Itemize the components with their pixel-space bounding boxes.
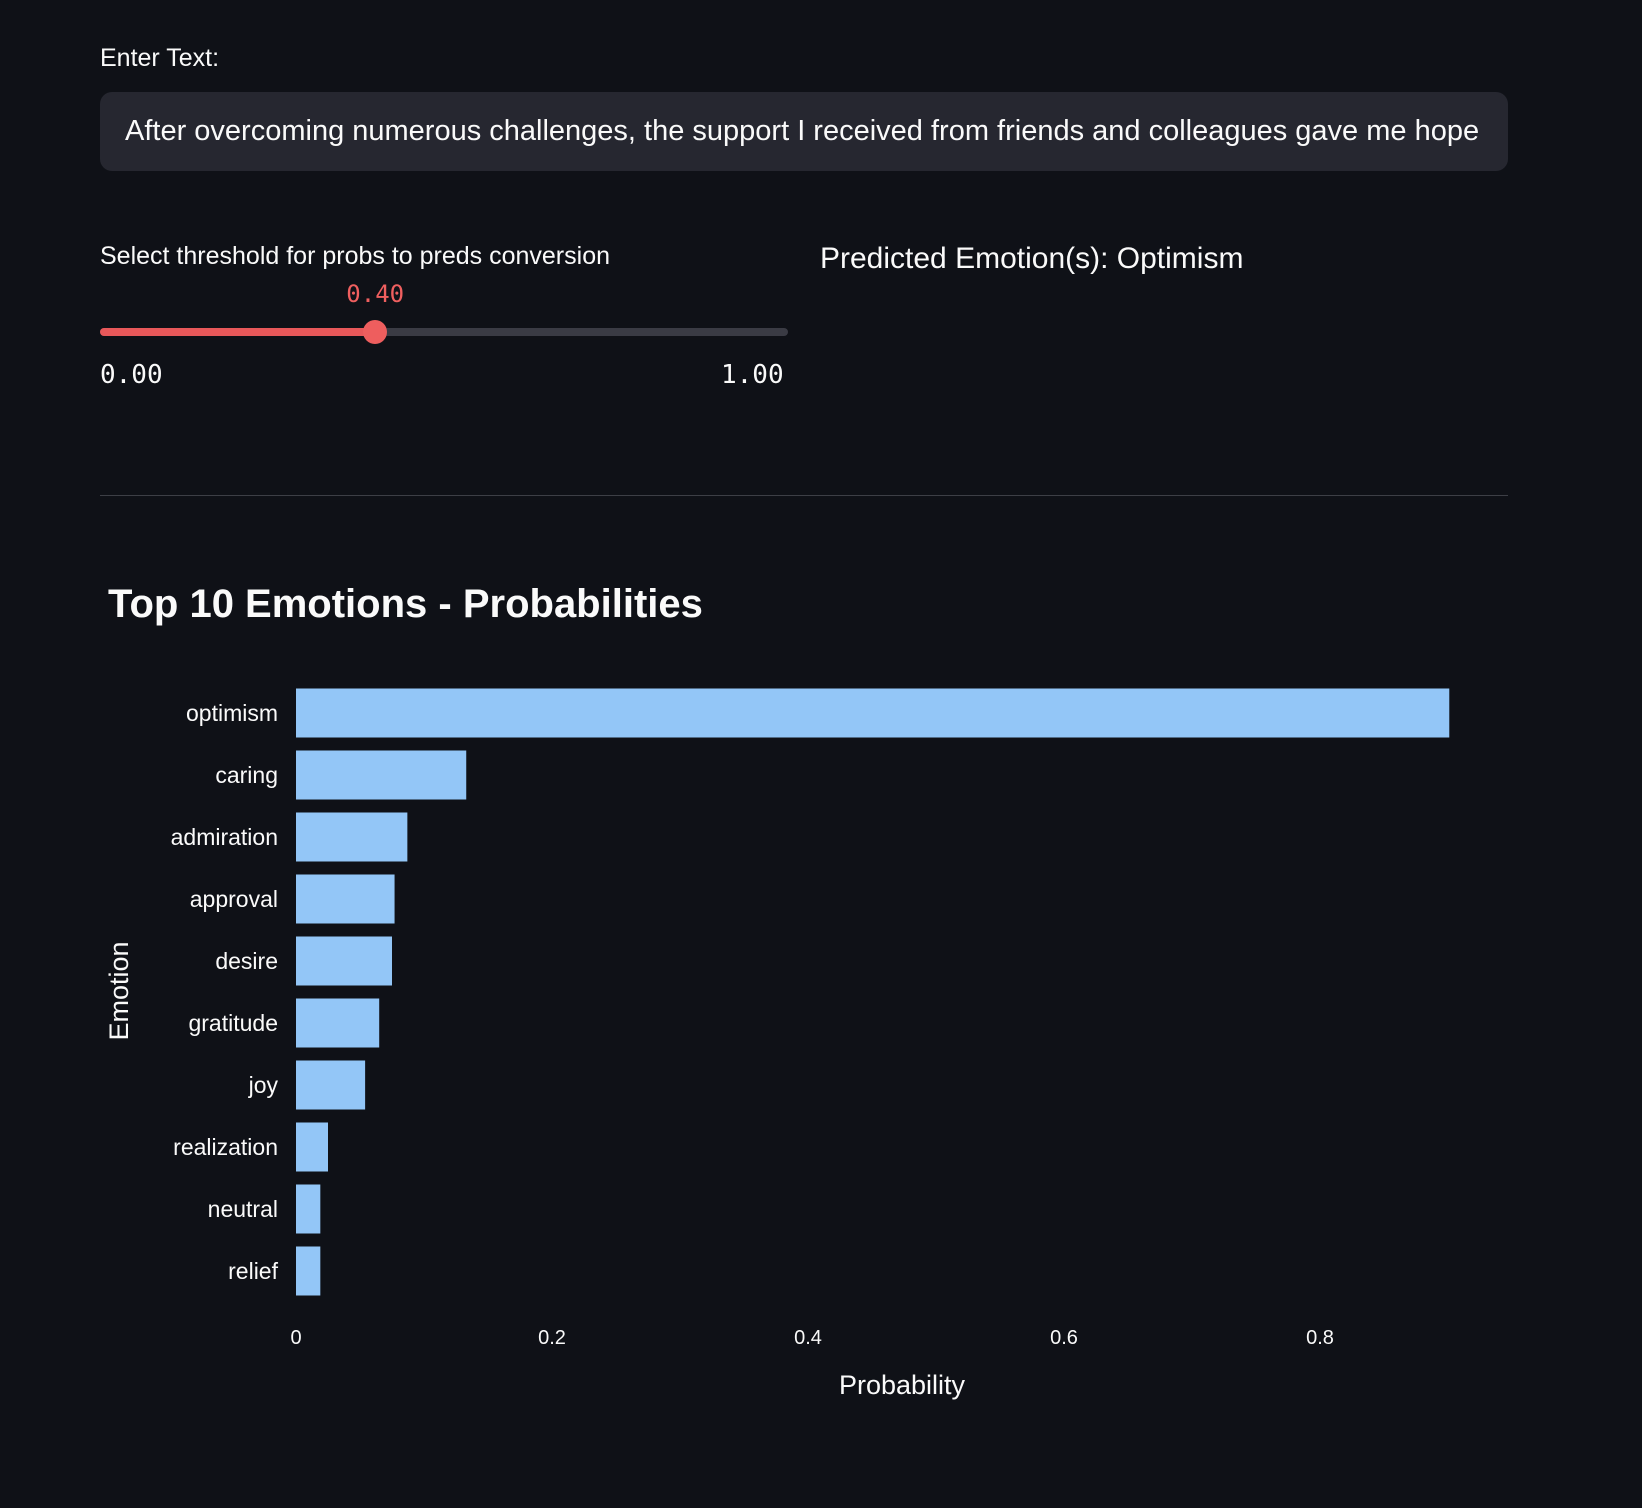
bar-realization[interactable] <box>296 1122 328 1172</box>
x-tick-label: 0.8 <box>1306 1327 1334 1349</box>
y-tick-label: gratitude <box>188 1010 278 1036</box>
threshold-slider[interactable]: 0.40 <box>100 280 788 344</box>
slider-min-label: 0.00 <box>100 360 163 390</box>
x-axis-label: Probability <box>839 1370 966 1400</box>
text-input[interactable] <box>125 115 1483 148</box>
slider-thumb[interactable] <box>363 320 388 344</box>
bar-desire[interactable] <box>296 936 392 986</box>
text-input-container[interactable] <box>100 92 1508 171</box>
bar-relief[interactable] <box>296 1246 321 1296</box>
bar-approval[interactable] <box>296 874 395 924</box>
section-divider <box>100 495 1508 496</box>
bar-admiration[interactable] <box>296 812 408 862</box>
slider-label: Select threshold for probs to preds conv… <box>100 242 610 270</box>
y-tick-label: realization <box>173 1134 278 1160</box>
bar-caring[interactable] <box>296 750 467 800</box>
text-input-label: Enter Text: <box>100 44 220 72</box>
x-tick-label: 0.2 <box>538 1327 566 1349</box>
y-tick-label: caring <box>215 762 278 788</box>
y-tick-label: admiration <box>171 824 278 850</box>
y-tick-label: approval <box>190 886 278 912</box>
y-tick-label: optimism <box>186 700 278 726</box>
y-tick-label: joy <box>248 1072 279 1098</box>
bar-neutral[interactable] <box>296 1184 321 1234</box>
slider-fill <box>100 328 376 336</box>
slider-max-label: 1.00 <box>721 360 784 390</box>
y-tick-label: relief <box>228 1258 278 1284</box>
slider-current-value: 0.40 <box>346 280 405 308</box>
bar-optimism[interactable] <box>296 688 1450 738</box>
bar-joy[interactable] <box>296 1060 366 1110</box>
x-tick-label: 0.6 <box>1050 1327 1078 1349</box>
x-tick-label: 0.4 <box>794 1327 822 1349</box>
bar-gratitude[interactable] <box>296 998 380 1048</box>
y-axis-label: Emotion <box>104 941 134 1040</box>
x-tick-label: 0 <box>290 1327 301 1349</box>
predicted-emotion-text: Predicted Emotion(s): Optimism <box>820 242 1244 275</box>
chart-title: Top 10 Emotions - Probabilities <box>108 582 703 626</box>
y-tick-label: neutral <box>208 1196 278 1222</box>
y-tick-label: desire <box>215 948 278 974</box>
